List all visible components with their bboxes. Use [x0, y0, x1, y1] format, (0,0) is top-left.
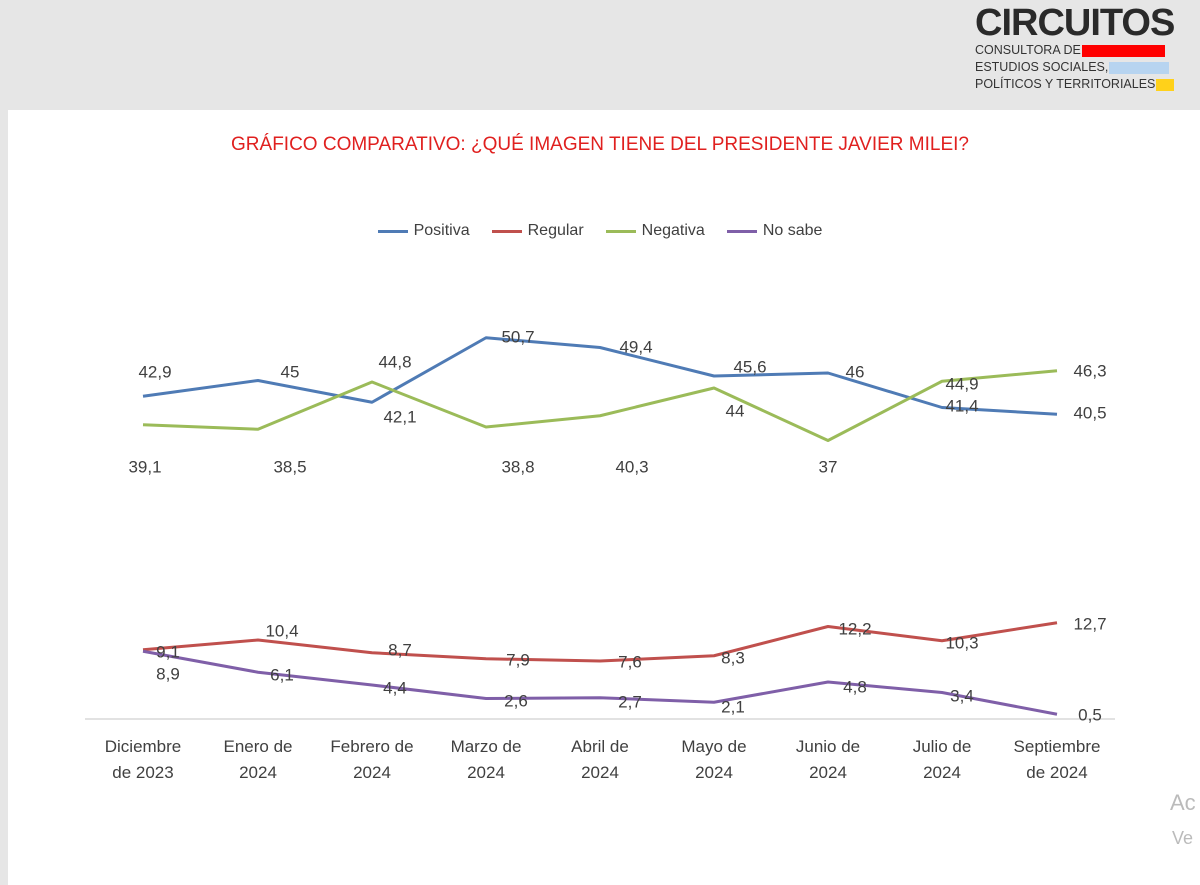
data-label: 3,4 [950, 686, 974, 705]
x-tick-label: 2024 [239, 763, 277, 782]
legend-item: No sabe [726, 222, 823, 240]
data-label: 37 [819, 457, 838, 476]
data-label: 40,5 [1073, 403, 1106, 422]
data-label: 4,8 [843, 677, 867, 696]
data-label: 45,6 [733, 357, 766, 376]
data-label: 42,9 [138, 362, 171, 381]
data-label: 50,7 [501, 327, 534, 346]
data-label: 7,9 [506, 650, 530, 669]
x-tick-label: 2024 [467, 763, 505, 782]
legend-label: Positiva [413, 222, 470, 239]
data-label: 2,7 [618, 692, 642, 711]
series-line-positiva [142, 336, 1058, 416]
logo-line: ESTUDIOS SOCIALES, [975, 60, 1109, 74]
x-tick-label: Abril de [571, 737, 629, 756]
data-label: 12,7 [1073, 614, 1106, 633]
data-label: 10,3 [945, 633, 978, 652]
chart-panel [8, 110, 1200, 885]
x-tick-label: Diciembre [105, 737, 182, 756]
x-tick-label: Enero de [224, 737, 293, 756]
x-tick-label: Mayo de [681, 737, 746, 756]
x-tick-label: 2024 [695, 763, 733, 782]
data-label: 46,3 [1073, 361, 1106, 380]
data-label: 8,7 [388, 640, 412, 659]
legend-swatch [377, 229, 408, 233]
data-label: 0,5 [1078, 705, 1102, 724]
legend-label: No sabe [762, 222, 823, 239]
data-label: 2,6 [504, 691, 528, 710]
circuitos-logo: CIRCUITOS CONSULTORA DE ESTUDIOS SOCIALE… [975, 4, 1175, 93]
data-label: 44 [726, 401, 745, 420]
data-label: 39,1 [128, 457, 161, 476]
series-line-regular [142, 621, 1058, 663]
x-tick-label: 2024 [923, 763, 961, 782]
data-label: 45 [281, 362, 300, 381]
legend-item: Regular [491, 222, 584, 240]
data-label: 12,2 [838, 619, 871, 638]
data-label: 8,3 [721, 648, 745, 667]
x-tick-label: Marzo de [451, 737, 522, 756]
data-label: 49,4 [619, 337, 652, 356]
logo-line: POLÍTICOS Y TERRITORIALES [975, 77, 1156, 91]
data-label: 7,6 [618, 652, 642, 671]
data-label: 44,9 [945, 374, 978, 393]
data-label: 2,1 [721, 697, 745, 716]
logo-name: CIRCUITOS [975, 2, 1175, 44]
data-label: 42,1 [383, 407, 416, 426]
x-tick-label: 2024 [809, 763, 847, 782]
data-label: 4,4 [383, 678, 407, 697]
legend-swatch [605, 229, 636, 233]
legend-item: Negativa [605, 222, 705, 240]
x-tick-label: Junio de [796, 737, 860, 756]
x-tick-label: de 2023 [112, 763, 173, 782]
legend-swatch [491, 229, 522, 233]
series-line-negativa [142, 369, 1058, 442]
logo-line: CONSULTORA DE [975, 43, 1081, 57]
data-label: 44,8 [378, 352, 411, 371]
x-tick-label: Julio de [913, 737, 972, 756]
watermark-text: Ve [1172, 828, 1194, 848]
data-label: 9,1 [156, 642, 180, 661]
chart-title: GRÁFICO COMPARATIVO: ¿QUÉ IMAGEN TIENE D… [231, 134, 969, 155]
data-label: 38,5 [273, 457, 306, 476]
data-label: 38,8 [501, 457, 534, 476]
data-label: 41,4 [945, 396, 978, 415]
legend: Positiva Regular Negativa No sabe [0, 222, 1200, 240]
data-label: 10,4 [265, 621, 298, 640]
legend-item: Positiva [377, 222, 470, 240]
legend-label: Regular [527, 222, 584, 239]
x-tick-label: Febrero de [330, 737, 413, 756]
data-label: 40,3 [615, 457, 648, 476]
watermark-text: Ac [1170, 790, 1196, 815]
data-label: 46 [846, 362, 865, 381]
x-tick-label: 2024 [581, 763, 619, 782]
x-tick-label: Septiembre [1014, 737, 1101, 756]
legend-swatch [726, 229, 757, 233]
x-tick-label: de 2024 [1026, 763, 1087, 782]
data-label: 8,9 [156, 664, 180, 683]
series-line-no-sabe [142, 649, 1058, 716]
x-tick-label: 2024 [353, 763, 391, 782]
legend-label: Negativa [641, 222, 705, 239]
data-label: 6,1 [270, 665, 294, 684]
